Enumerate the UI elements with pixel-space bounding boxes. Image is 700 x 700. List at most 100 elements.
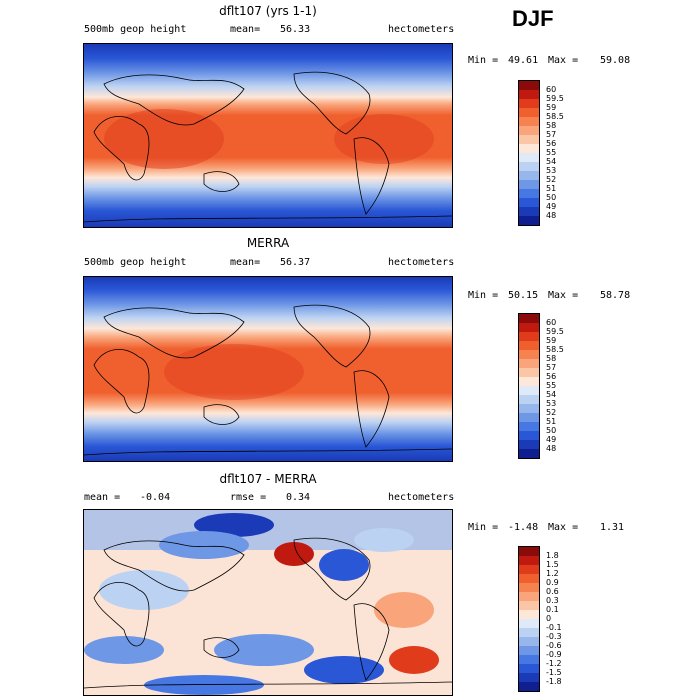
colorbar-segment bbox=[519, 153, 539, 162]
panel3-max-label: Max = bbox=[548, 522, 579, 533]
colorbar-segment bbox=[519, 350, 539, 359]
colorbar-level-label: -0.6 bbox=[546, 640, 562, 650]
colorbar-segment bbox=[519, 601, 539, 610]
panel3-mean-value: -0.04 bbox=[140, 492, 171, 503]
colorbar-level-label: 58 bbox=[546, 353, 557, 363]
colorbar-segment bbox=[519, 673, 539, 682]
colorbar-level-label: 59.5 bbox=[546, 326, 564, 336]
panel3-max-value: 1.31 bbox=[600, 522, 625, 533]
colorbar-level-label: 55 bbox=[546, 380, 557, 390]
colorbar-level-label: 57 bbox=[546, 129, 557, 139]
colorbar-level-label: 53 bbox=[546, 398, 557, 408]
panel3-min-label: Min = bbox=[468, 522, 499, 533]
panel2-min-label: Min = bbox=[468, 290, 499, 301]
season-label: DJF bbox=[512, 6, 554, 31]
colorbar-segment bbox=[519, 413, 539, 422]
colorbar-segment bbox=[519, 81, 539, 90]
colorbar-segment bbox=[519, 610, 539, 619]
colorbar-level-label: 56 bbox=[546, 138, 557, 148]
colorbar-level-label: 59 bbox=[546, 102, 557, 112]
colorbar-level-label: -0.9 bbox=[546, 649, 562, 659]
panel2-map-field bbox=[84, 277, 452, 461]
colorbar-segment bbox=[519, 547, 539, 556]
colorbar-segment bbox=[519, 117, 539, 126]
colorbar-segment bbox=[519, 99, 539, 108]
colorbar-level-label: 59 bbox=[546, 335, 557, 345]
panel2-mean-value: 56.37 bbox=[280, 257, 311, 268]
colorbar-level-label: 1.5 bbox=[546, 559, 559, 569]
colorbar-segment bbox=[519, 332, 539, 341]
colorbar-level-label: 0.9 bbox=[546, 577, 559, 587]
panel3-title: dflt107 - MERRA bbox=[219, 472, 317, 486]
panel1-map bbox=[83, 43, 453, 228]
panel3-map-field bbox=[84, 510, 452, 695]
colorbar-segment bbox=[519, 583, 539, 592]
colorbar-level-label: 54 bbox=[546, 389, 557, 399]
panel3-min-value: -1.48 bbox=[508, 522, 539, 533]
colorbar-level-label: 57 bbox=[546, 362, 557, 372]
colorbar-level-label: 54 bbox=[546, 156, 557, 166]
colorbar-segment bbox=[519, 682, 539, 691]
colorbar-level-label: 48 bbox=[546, 210, 557, 220]
panel1-colorbar bbox=[518, 80, 540, 226]
colorbar-segment bbox=[519, 395, 539, 404]
colorbar-segment bbox=[519, 422, 539, 431]
colorbar-segment bbox=[519, 368, 539, 377]
panel1-variable: 500mb geop height bbox=[84, 24, 187, 35]
panel2-max-value: 58.78 bbox=[600, 290, 631, 301]
colorbar-level-label: 60 bbox=[546, 317, 557, 327]
colorbar-level-label: 49 bbox=[546, 434, 557, 444]
colorbar-level-label: 53 bbox=[546, 165, 557, 175]
panel2-map bbox=[83, 276, 453, 462]
colorbar-level-label: 59.5 bbox=[546, 93, 564, 103]
colorbar-level-label: -1.8 bbox=[546, 676, 562, 686]
colorbar-level-label: -0.3 bbox=[546, 631, 562, 641]
panel3-map bbox=[83, 509, 453, 696]
panel1-mean-value: 56.33 bbox=[280, 24, 311, 35]
colorbar-segment bbox=[519, 207, 539, 216]
colorbar-level-label: -1.2 bbox=[546, 658, 562, 668]
panel3-rmse-label: rmse = bbox=[230, 492, 267, 503]
colorbar-level-label: -1.5 bbox=[546, 667, 562, 677]
colorbar-segment bbox=[519, 216, 539, 225]
colorbar-segment bbox=[519, 323, 539, 332]
colorbar-segment bbox=[519, 144, 539, 153]
panel2-title: MERRA bbox=[246, 236, 290, 250]
colorbar-level-label: 48 bbox=[546, 443, 557, 453]
colorbar-level-label: 1.2 bbox=[546, 568, 559, 578]
colorbar-level-label: 51 bbox=[546, 183, 557, 193]
panel3-colorbar bbox=[518, 546, 540, 692]
panel1-mean-label: mean= bbox=[230, 24, 261, 35]
colorbar-segment bbox=[519, 404, 539, 413]
colorbar-level-label: 60 bbox=[546, 84, 557, 94]
panel1-min-label: Min = bbox=[468, 55, 499, 66]
colorbar-level-label: 58.5 bbox=[546, 344, 564, 354]
colorbar-segment bbox=[519, 314, 539, 323]
panel3-rmse-value: 0.34 bbox=[286, 492, 311, 503]
colorbar-level-label: 49 bbox=[546, 201, 557, 211]
colorbar-level-label: 52 bbox=[546, 407, 557, 417]
colorbar-segment bbox=[519, 619, 539, 628]
panel1-title: dflt107 (yrs 1-1) bbox=[219, 4, 317, 18]
colorbar-segment bbox=[519, 189, 539, 198]
colorbar-segment bbox=[519, 359, 539, 368]
panel1-max-label: Max = bbox=[548, 55, 579, 66]
colorbar-level-label: 0.1 bbox=[546, 604, 559, 614]
colorbar-level-label: 51 bbox=[546, 416, 557, 426]
colorbar-segment bbox=[519, 592, 539, 601]
colorbar-segment bbox=[519, 646, 539, 655]
colorbar-segment bbox=[519, 162, 539, 171]
panel2-variable: 500mb geop height bbox=[84, 257, 187, 268]
colorbar-level-label: 1.8 bbox=[546, 550, 559, 560]
colorbar-segment bbox=[519, 198, 539, 207]
panel2-mean-label: mean= bbox=[230, 257, 261, 268]
colorbar-segment bbox=[519, 341, 539, 350]
colorbar-segment bbox=[519, 171, 539, 180]
colorbar-segment bbox=[519, 628, 539, 637]
colorbar-level-label: 52 bbox=[546, 174, 557, 184]
panel2-units: hectometers bbox=[388, 257, 455, 268]
panel1-min-value: 49.61 bbox=[508, 55, 539, 66]
panel2-max-label: Max = bbox=[548, 290, 579, 301]
panel1-max-value: 59.08 bbox=[600, 55, 631, 66]
colorbar-segment bbox=[519, 556, 539, 565]
